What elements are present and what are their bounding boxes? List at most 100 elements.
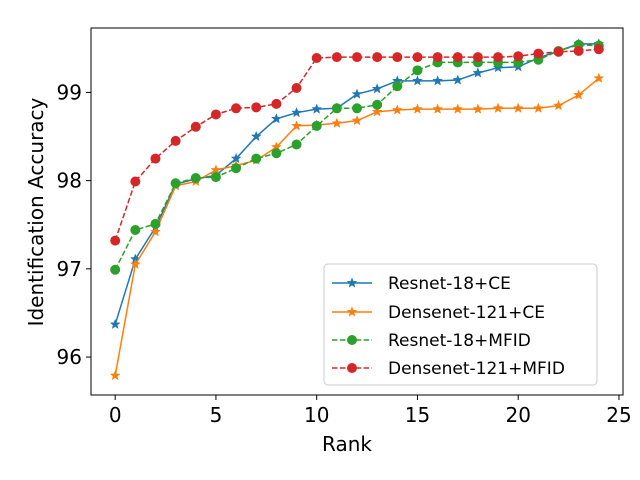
data-point [533, 48, 544, 59]
data-point [129, 258, 141, 270]
legend-label: Densenet-121+MFID [388, 359, 565, 379]
data-point [452, 103, 464, 114]
legend-entry: Resnet-18+CE [332, 274, 511, 294]
data-point [412, 75, 423, 86]
y-tick-label: 97 [57, 257, 82, 281]
legend-marker [346, 306, 358, 317]
data-point [271, 98, 282, 109]
data-point [553, 99, 564, 111]
x-tick-label: 20 [505, 403, 530, 427]
legend: Resnet-18+CE Densenet-121+CE Resnet-18+MFI… [323, 263, 598, 386]
legend-marker [346, 277, 358, 288]
data-point [412, 52, 423, 63]
data-point [251, 153, 262, 164]
data-point [270, 113, 282, 124]
data-point [372, 52, 383, 63]
series-4 [110, 44, 604, 246]
x-axis-label: Rank [322, 432, 372, 456]
data-point [331, 52, 342, 63]
data-point [109, 318, 121, 330]
data-point [331, 117, 343, 128]
data-point [472, 103, 484, 114]
data-point [593, 72, 605, 83]
data-point [150, 153, 161, 164]
data-point [351, 88, 363, 99]
data-point [472, 67, 484, 78]
data-point [291, 106, 302, 118]
data-point [492, 102, 504, 113]
data-point [271, 148, 282, 159]
data-point [109, 369, 121, 381]
data-point [291, 82, 302, 93]
legend-label: Resnet-18+MFID [388, 331, 531, 351]
legend-entry: Densenet-121+CE [332, 303, 545, 323]
data-point [311, 120, 322, 131]
data-point [532, 102, 544, 113]
data-point [352, 52, 362, 63]
y-tick-label: 98 [57, 169, 82, 193]
data-point [352, 103, 362, 114]
data-point [351, 114, 363, 126]
data-point [190, 121, 201, 132]
data-point [231, 103, 242, 114]
data-point [512, 102, 524, 113]
data-point [432, 103, 444, 114]
series-layer [109, 38, 605, 381]
data-point [150, 226, 161, 237]
data-point [392, 81, 403, 92]
x-tick-label: 5 [210, 403, 223, 427]
data-point [210, 109, 221, 120]
y-tick-label: 99 [57, 80, 82, 104]
data-point [110, 264, 121, 275]
data-point [231, 163, 242, 174]
legend-marker [347, 335, 357, 345]
data-point [553, 46, 564, 57]
y-tick-label: 96 [57, 345, 82, 369]
legend-label: Resnet-18+CE [388, 274, 511, 294]
data-point [391, 104, 403, 115]
data-point [311, 103, 323, 114]
data-point [210, 172, 221, 183]
legend-entry: Resnet-18+MFID [332, 331, 531, 351]
x-tick-label: 10 [304, 403, 329, 427]
data-point [573, 45, 584, 56]
data-point [291, 139, 302, 150]
legend-marker [347, 363, 357, 373]
data-point [371, 83, 383, 94]
data-point [452, 52, 463, 63]
data-point [493, 52, 504, 63]
data-point [412, 103, 423, 114]
data-point [311, 52, 322, 63]
data-point [432, 52, 443, 63]
data-point [291, 120, 302, 131]
data-point [190, 172, 201, 183]
y-axis-ticks: 96 97 98 99 [57, 80, 91, 369]
plot-frame [90, 27, 624, 396]
data-point [412, 65, 423, 76]
data-point [130, 176, 141, 187]
x-tick-label: 15 [405, 403, 430, 427]
x-tick-label: 0 [109, 403, 122, 427]
data-point [251, 102, 262, 113]
data-point [432, 75, 444, 86]
data-point [250, 130, 262, 142]
legend-box [323, 263, 598, 386]
data-point [150, 218, 161, 229]
data-point [331, 103, 342, 114]
data-point [371, 106, 383, 117]
data-point [170, 178, 181, 189]
legend-label: Densenet-121+CE [388, 303, 545, 323]
x-axis-ticks: 0 5 10 15 20 25 [109, 395, 632, 427]
data-point [513, 51, 524, 62]
data-point [452, 74, 464, 85]
data-point [392, 52, 403, 63]
x-tick-label: 25 [606, 403, 631, 427]
data-point [372, 99, 383, 110]
y-axis-label: Identification Accuracy [24, 97, 48, 326]
legend-entry: Densenet-121+MFID [332, 359, 565, 379]
data-point [593, 44, 604, 55]
data-point [573, 89, 585, 100]
data-point [110, 235, 121, 246]
